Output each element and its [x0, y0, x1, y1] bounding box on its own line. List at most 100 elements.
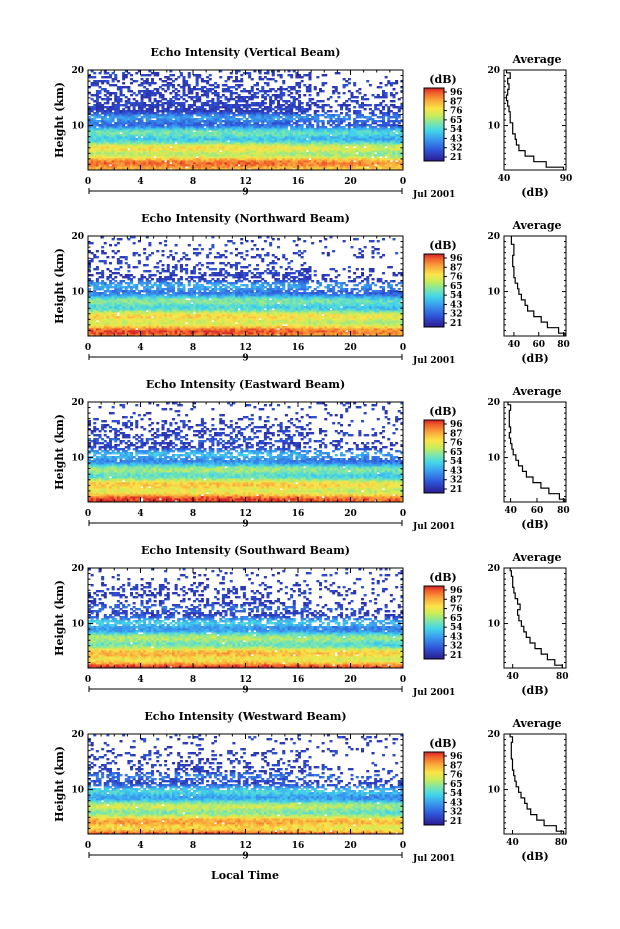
heatmap-cell: [154, 120, 157, 122]
heatmap-cell: [379, 82, 382, 84]
heatmap-cell: [177, 94, 180, 96]
heatmap-cell: [206, 100, 209, 102]
heatmap-cell: [235, 88, 238, 90]
heatmap-cell: [345, 128, 348, 130]
heatmap-cell: [309, 160, 312, 162]
heatmap-cell: [209, 104, 212, 106]
profile-x-label: (dB): [521, 186, 548, 199]
heatmap-cell: [366, 128, 369, 130]
heatmap-cell: [364, 94, 367, 96]
heatmap-cell: [154, 112, 157, 114]
heatmap-cell: [175, 88, 178, 90]
heatmap-cell: [240, 96, 243, 98]
heatmap-cell: [246, 96, 249, 98]
heatmap-cell: [390, 100, 393, 102]
heatmap-cell: [316, 100, 319, 102]
heatmap-cell: [303, 128, 306, 130]
heatmap-cell: [364, 98, 367, 100]
heatmap-cell: [159, 104, 162, 106]
heatmap-cell: [209, 88, 212, 90]
heatmap-cell: [303, 116, 306, 118]
heatmap-cell: [141, 116, 144, 118]
heatmap-cell: [288, 104, 291, 106]
heatmap-cell: [351, 100, 354, 102]
heatmap-cell: [127, 150, 130, 152]
heatmap-cell: [295, 120, 298, 122]
heatmap-cell: [235, 114, 238, 116]
heatmap-cell: [159, 92, 162, 94]
heatmap-cell: [301, 106, 304, 108]
heatmap-cell: [267, 106, 270, 108]
heatmap-cell: [151, 120, 154, 122]
heatmap-cell: [277, 88, 280, 90]
heatmap-cell: [264, 72, 267, 74]
heatmap-cell: [235, 118, 238, 120]
heatmap-cell: [230, 104, 233, 106]
profile-line: [507, 70, 564, 170]
heatmap-cell: [196, 74, 199, 76]
heatmap-cell: [232, 104, 235, 106]
heatmap-cell: [238, 94, 241, 96]
heatmap-cell: [109, 106, 112, 108]
heatmap-cell: [293, 122, 296, 124]
heatmap-cell: [280, 116, 283, 118]
heatmap-cell: [301, 116, 304, 118]
heatmap-cell: [372, 94, 375, 96]
heatmap-cell: [356, 90, 359, 92]
heatmap-cell: [227, 86, 230, 88]
heatmap-cell: [335, 114, 338, 116]
heatmap-cell: [306, 114, 309, 116]
heatmap-cell: [374, 104, 377, 106]
heatmap-cell: [353, 110, 356, 112]
heatmap-cell: [167, 76, 170, 78]
heatmap-cell: [104, 76, 107, 78]
heatmap-cell: [398, 98, 401, 100]
heatmap-cell: [248, 104, 251, 106]
heatmap-cell: [130, 102, 133, 104]
heatmap-cell: [235, 100, 238, 102]
heatmap-cell: [293, 118, 296, 120]
heatmap-cell: [288, 94, 291, 96]
heatmap-cell: [358, 120, 361, 122]
heatmap-cell: [345, 100, 348, 102]
heatmap-cell: [369, 84, 372, 86]
heatmap-cell: [390, 92, 393, 94]
heatmap-cell: [201, 102, 204, 104]
heatmap-cell: [104, 94, 107, 96]
heatmap-cell: [230, 86, 233, 88]
heatmap-cell: [243, 104, 246, 106]
heatmap-cell: [327, 128, 330, 130]
heatmap-cell: [345, 148, 348, 150]
heatmap-cell: [319, 88, 322, 90]
heatmap-cell: [135, 94, 138, 96]
heatmap-cell: [164, 98, 167, 100]
heatmap-cell: [290, 124, 293, 126]
heatmap-cell: [251, 86, 254, 88]
heatmap-cell: [130, 94, 133, 96]
heatmap-cell: [175, 92, 178, 94]
heatmap-cell: [361, 114, 364, 116]
heatmap-cell: [232, 98, 235, 100]
heatmap-cell: [217, 112, 220, 114]
heatmap-cell: [259, 90, 262, 92]
heatmap-cell: [175, 106, 178, 108]
heatmap-cell: [146, 88, 149, 90]
heatmap-cell: [290, 74, 293, 76]
heatmap-cell: [379, 96, 382, 98]
heatmap-cell: [353, 96, 356, 98]
heatmap-cell: [214, 86, 217, 88]
heatmap-cell: [256, 108, 259, 110]
heatmap-cell: [364, 104, 367, 106]
heatmap-cell: [164, 126, 167, 128]
heatmap-cell: [282, 100, 285, 102]
heatmap-cell: [248, 96, 251, 98]
heatmap-cell: [156, 100, 159, 102]
heatmap-cell: [274, 106, 277, 108]
heatmap-cell: [101, 88, 104, 90]
heatmap-cell: [101, 76, 104, 78]
heatmap-cell: [180, 96, 183, 98]
heatmap-cell: [177, 84, 180, 86]
heatmap-cell: [274, 94, 277, 96]
heatmap-cell: [345, 80, 348, 82]
heatmap-cell: [322, 104, 325, 106]
